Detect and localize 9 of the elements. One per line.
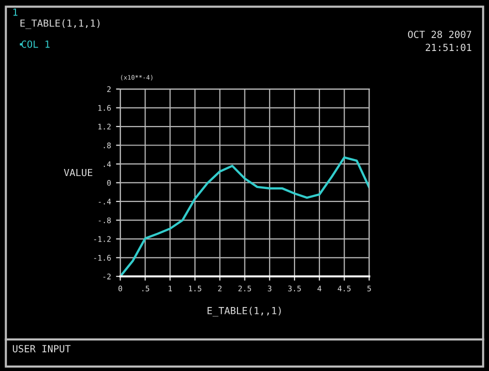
text: USER INPUT bbox=[12, 344, 71, 352]
chart-title: E_TABLE(1,1,1) bbox=[20, 19, 100, 29]
x-axis-title: E_TABLE(1,,1) bbox=[208, 306, 281, 316]
y-axis-title: VALUE bbox=[64, 168, 92, 176]
legend-label: COL 1 bbox=[22, 40, 50, 48]
text: OCT 28 2007 bbox=[408, 30, 472, 38]
text: 1 bbox=[13, 8, 18, 16]
text: 21:51:01 bbox=[426, 44, 472, 52]
line-series bbox=[120, 156, 370, 276]
